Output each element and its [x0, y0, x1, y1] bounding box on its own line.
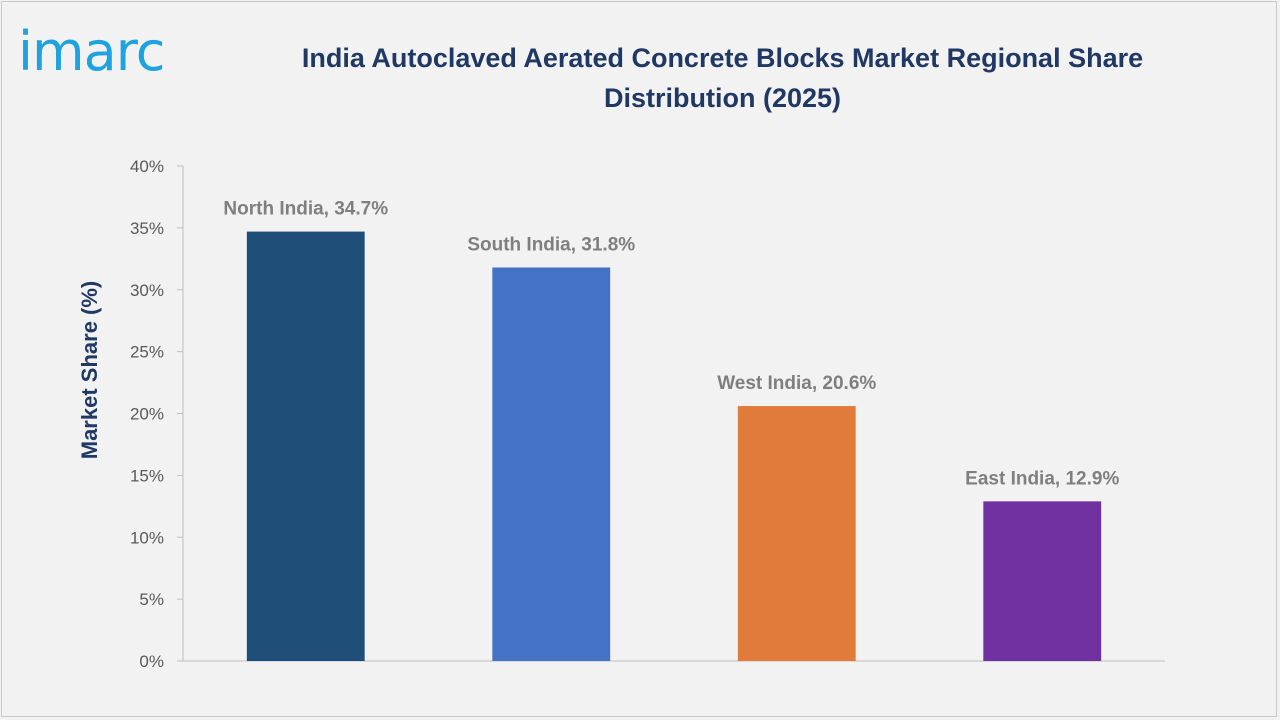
axes: 0% 5% 10% 15% 20% 25% 30% 35% 40%: [130, 157, 1165, 671]
bar: [983, 501, 1102, 661]
logo-wordmark: imarc: [18, 20, 165, 83]
data-label: North India, 34.7%: [223, 199, 388, 220]
data-label: East India, 12.9%: [965, 468, 1119, 489]
y-tick-label: 40%: [130, 157, 164, 176]
chart-title: India Autoclaved Aerated Concrete Blocks…: [260, 38, 1185, 118]
y-tick-label: 10%: [130, 528, 164, 547]
imarc-logo: imarc: [18, 14, 203, 84]
chart-title-line-2: Distribution (2025): [603, 83, 842, 113]
chart-title-line-1: India Autoclaved Aerated Concrete Blocks…: [301, 43, 1144, 73]
y-tick-label: 25%: [130, 343, 164, 362]
y-tick-label: 20%: [130, 405, 164, 424]
bar: [492, 267, 611, 661]
data-label: South India, 31.8%: [467, 234, 635, 255]
y-tick-label: 15%: [130, 466, 164, 485]
y-tick-label: 30%: [130, 281, 164, 300]
y-tick-label: 5%: [139, 590, 164, 609]
bars: [246, 231, 1102, 661]
bar: [246, 231, 365, 661]
y-axis-label: Market Share (%): [77, 281, 102, 460]
y-tick-label: 35%: [130, 219, 164, 238]
data-label: West India, 20.6%: [717, 373, 876, 394]
data-labels: North India, 34.7% South India, 31.8% West…: [223, 199, 1119, 490]
y-tick-label: 0%: [139, 652, 164, 671]
bar: [737, 406, 856, 661]
